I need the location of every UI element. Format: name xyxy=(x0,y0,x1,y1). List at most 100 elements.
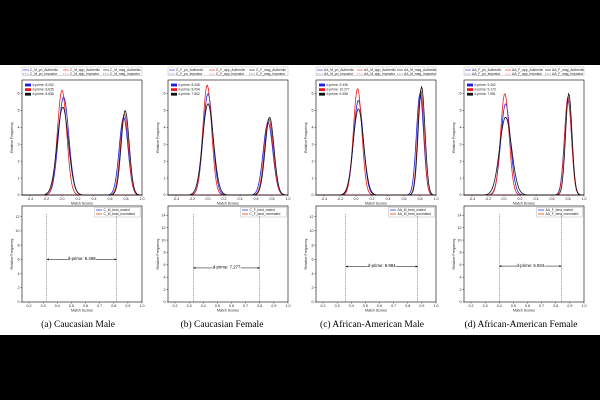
y-tick-label-c: 6 xyxy=(312,92,314,96)
x-tick-label-b2: 0.9 xyxy=(271,304,276,308)
series-line-d-5 xyxy=(464,92,584,196)
series-line-a-5 xyxy=(22,110,143,196)
y-tick-label-d: 5 xyxy=(460,109,462,113)
legend-label-d: AA_F_mag_Authentic xyxy=(552,68,584,72)
legend-label-a2: C_M_best_mated xyxy=(104,208,130,212)
x-tick-label-c2: 0.2 xyxy=(321,304,326,308)
y-tick-label-c: 0 xyxy=(312,193,314,197)
series-line-c-1 xyxy=(316,92,436,196)
x-axis-label-a: Match Scores xyxy=(71,202,93,206)
y-tick-label-c: 2 xyxy=(312,159,314,163)
legend-label-b2: C_F_best_mated xyxy=(250,208,275,212)
legend-label-b: C_F_app_Authentic xyxy=(216,68,245,72)
dprime-arrowhead-left-d2 xyxy=(499,265,502,268)
x-tick-label-b2: 0.6 xyxy=(229,304,234,308)
y-axis-label-c: Relative Frequency xyxy=(304,122,308,153)
legend-label-d: AA_F_pn_Impostor xyxy=(472,72,501,76)
x-tick-label-a: -0.4 xyxy=(27,197,33,201)
x-axis-label-d2: Match Scores xyxy=(513,309,535,313)
y-tick-label-b2: 14 xyxy=(162,213,166,217)
dprime-arrowhead-right-a2 xyxy=(114,258,117,261)
legend-label-a: C_M_pn_Impostor xyxy=(30,72,58,76)
dprime-arrowhead-left-a2 xyxy=(46,258,49,261)
x-tick-label-c2: 1.0 xyxy=(434,304,439,308)
x-tick-label-b2: 0.2 xyxy=(173,304,178,308)
dprime-swatch-d xyxy=(467,88,473,91)
x-tick-label-d2: 1.0 xyxy=(582,304,587,308)
legend-label-d2: AA_F_best_mated xyxy=(546,208,573,212)
dprime-label-bg-d2 xyxy=(516,262,545,268)
y-tick-label-d: 6 xyxy=(460,92,462,96)
x-tick-label-a: -0.2 xyxy=(43,197,49,201)
legend-label-c2: AA_M_best_mated xyxy=(398,208,426,212)
y-tick-label-d2: 10 xyxy=(458,238,462,242)
x-tick-label-b: 0.2 xyxy=(222,197,227,201)
x-tick-label-c: 0.8 xyxy=(418,197,423,201)
legend-label-d: AA_F_app_Impostor xyxy=(512,72,543,76)
dprime-annotation-a2: d-prime: 8.499 xyxy=(68,256,96,261)
x-tick-label-a2: 0.9 xyxy=(125,304,130,308)
y-tick-label-c2: 10 xyxy=(310,229,314,233)
series-line-a-3 xyxy=(22,113,142,196)
caption-c: (c) African-American Male xyxy=(320,319,424,330)
y-tick-label-d2: 4 xyxy=(460,275,462,279)
x-tick-label-c: 0.2 xyxy=(370,197,375,201)
legend-label-a: C_M_mag_Impostor xyxy=(110,72,141,76)
dprime-arrowhead-left-c2 xyxy=(345,265,348,268)
x-tick-label-c: 0.4 xyxy=(386,197,391,201)
y-tick-label-a2: 10 xyxy=(16,229,20,233)
x-tick-label-b2: 0.3 xyxy=(187,304,192,308)
legend-label-d: AA_F_pn_Authentic xyxy=(472,68,502,72)
x-tick-label-b: 1.0 xyxy=(286,197,291,201)
legend-label-b: C_F_mag_Authentic xyxy=(256,68,286,72)
x-axis-label-a2: Match Scores xyxy=(71,309,93,313)
caption-d: (d) African-American Female xyxy=(465,319,578,330)
legend-label-a: C_M_pn_Authentic xyxy=(30,68,58,72)
x-tick-label-a2: 0.6 xyxy=(83,304,88,308)
series-line-a-4 xyxy=(22,106,142,196)
plot-frame-a xyxy=(21,79,143,196)
y-tick-label-a2: 0 xyxy=(18,300,20,304)
dprime-label-bg-a2 xyxy=(67,255,96,261)
dprime-label-b: d-prime: 8.348 xyxy=(179,83,200,87)
y-axis-label-b2: Relative Frequency xyxy=(156,238,160,269)
legend-frame-a xyxy=(21,66,143,76)
y-tick-label-b2: 0 xyxy=(164,300,166,304)
dprime-label-a: d-prime: 8.635 xyxy=(33,88,54,92)
y-tick-label-d2: 6 xyxy=(460,263,462,267)
x-tick-label-d: -0.4 xyxy=(469,197,475,201)
x-tick-label-d: -0.2 xyxy=(485,197,491,201)
series-line-b-0 xyxy=(168,93,288,196)
x-tick-label-c: 0.0 xyxy=(354,197,359,201)
x-tick-label-a: 0.6 xyxy=(108,197,113,201)
x-tick-label-a2: 0.8 xyxy=(111,304,116,308)
y-tick-label-d2: 14 xyxy=(458,213,462,217)
dprime-swatch-b xyxy=(171,83,177,87)
legend-label-b: C_F_pn_Authentic xyxy=(176,68,204,72)
y-tick-label-d: 2 xyxy=(460,159,462,163)
series-line-a-1 xyxy=(22,117,143,196)
y-tick-label-b2: 2 xyxy=(164,288,166,292)
x-tick-label-c2: 0.7 xyxy=(391,304,396,308)
series-line-a-2 xyxy=(22,89,142,196)
dprime-swatch-c xyxy=(319,92,325,96)
dprime-arrowhead-right-b2 xyxy=(257,266,260,269)
dprime-arrowhead-right-c2 xyxy=(415,265,418,268)
x-tick-label-d2: 0.8 xyxy=(553,304,558,308)
x-tick-label-c2: 0.6 xyxy=(377,304,382,308)
x-tick-label-d: 1.0 xyxy=(582,197,587,201)
y-tick-label-a: 2 xyxy=(18,159,20,163)
y-tick-label-b: 4 xyxy=(164,126,166,130)
x-tick-label-d2: 0.6 xyxy=(525,304,530,308)
legend-label-b2: C_F_best_nonmated xyxy=(250,212,281,216)
x-tick-label-c: 1.0 xyxy=(434,197,439,201)
series-line-b-2 xyxy=(168,84,288,196)
legend-label-a: C_M_app_Impostor xyxy=(70,72,100,76)
x-tick-label-d2: 0.3 xyxy=(483,304,488,308)
dprime-swatch-a xyxy=(25,88,31,91)
legend-frame-c xyxy=(315,66,437,76)
x-axis-label-b2: Match Scores xyxy=(217,309,239,313)
x-tick-label-a2: 0.3 xyxy=(41,304,46,308)
